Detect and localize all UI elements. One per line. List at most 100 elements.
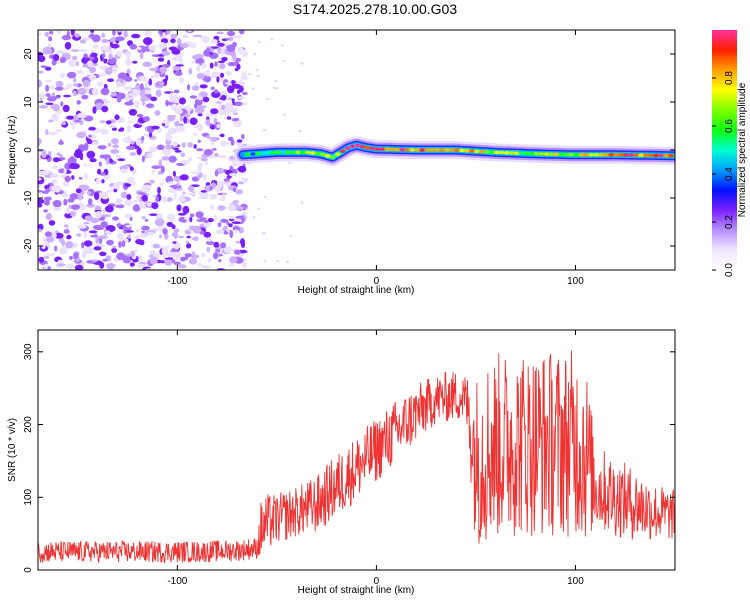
noise-speckle xyxy=(143,116,150,122)
noise-speckle xyxy=(194,82,199,86)
noise-speckle xyxy=(149,256,158,265)
noise-speckle xyxy=(228,36,234,42)
noise-speckle xyxy=(202,78,210,81)
noise-speckle xyxy=(242,91,248,96)
signal-ridge-point xyxy=(399,147,406,152)
noise-speckle xyxy=(38,153,42,157)
noise-speckle xyxy=(115,36,125,42)
noise-speckle xyxy=(183,113,191,118)
noise-speckle xyxy=(45,93,51,97)
signal-ridge-point xyxy=(344,146,351,150)
noise-speckle xyxy=(228,173,237,177)
signal-ridge-point xyxy=(553,152,560,157)
noise-speckle xyxy=(201,35,210,44)
noise-speckle xyxy=(135,228,140,233)
noise-speckle xyxy=(93,246,102,251)
noise-speckle xyxy=(134,100,140,109)
noise-speckle xyxy=(104,230,111,235)
noise-speckle xyxy=(81,203,86,212)
noise-speckle xyxy=(216,31,225,35)
noise-speckle xyxy=(124,230,134,233)
spectrogram-y-label: Frequency (Hz) xyxy=(7,116,18,185)
x-tick-label: 0 xyxy=(374,276,380,287)
noise-speckle xyxy=(217,205,226,211)
noise-speckle xyxy=(111,245,117,248)
noise-speckle xyxy=(116,92,126,100)
noise-speckle xyxy=(276,259,280,263)
noise-speckle xyxy=(172,65,181,71)
noise-speckle xyxy=(52,103,60,112)
noise-speckle xyxy=(110,43,120,49)
noise-speckle xyxy=(106,239,114,246)
noise-speckle xyxy=(235,215,245,219)
noise-speckle xyxy=(83,221,90,225)
noise-speckle xyxy=(216,76,220,83)
noise-speckle xyxy=(197,165,202,173)
noise-speckle xyxy=(98,161,102,167)
noise-speckle xyxy=(47,96,57,102)
noise-speckle xyxy=(205,240,214,245)
noise-speckle xyxy=(300,201,304,204)
noise-speckle xyxy=(92,106,97,114)
noise-speckle xyxy=(243,258,247,262)
noise-speckle xyxy=(102,53,106,58)
noise-speckle xyxy=(174,150,182,153)
signal-ridge-point xyxy=(419,148,426,152)
noise-speckle xyxy=(168,181,173,185)
noise-speckle xyxy=(111,138,119,145)
noise-speckle xyxy=(146,231,155,236)
noise-speckle xyxy=(98,73,106,77)
noise-speckle xyxy=(146,152,153,158)
noise-speckle xyxy=(199,84,208,89)
signal-ridge-point xyxy=(578,153,585,157)
noise-speckle xyxy=(83,115,94,122)
noise-speckle xyxy=(190,61,196,64)
noise-speckle xyxy=(60,101,64,107)
noise-speckle xyxy=(227,215,236,220)
noise-speckle xyxy=(270,38,274,41)
noise-speckle xyxy=(208,154,215,159)
noise-speckle xyxy=(38,93,48,99)
snr-line xyxy=(38,350,675,564)
signal-ridge-point xyxy=(280,150,286,155)
noise-speckle xyxy=(123,226,127,234)
signal-ridge-point xyxy=(240,153,246,157)
noise-speckle xyxy=(62,181,69,187)
noise-speckle xyxy=(129,152,137,156)
x-tick-label: -100 xyxy=(167,276,187,287)
noise-speckle xyxy=(179,174,189,181)
noise-speckle xyxy=(71,55,78,61)
noise-speckle xyxy=(145,80,149,89)
noise-speckle xyxy=(139,75,148,82)
signal-ridge-point xyxy=(633,153,639,157)
noise-speckle xyxy=(184,253,193,258)
noise-speckle xyxy=(136,147,142,156)
noise-speckle xyxy=(81,241,85,249)
noise-speckle xyxy=(229,230,234,239)
noise-speckle xyxy=(196,72,205,80)
noise-speckle xyxy=(56,30,62,34)
noise-speckle xyxy=(145,103,154,108)
noise-speckle xyxy=(266,98,270,101)
noise-speckle xyxy=(76,69,84,74)
noise-speckle xyxy=(192,34,202,38)
noise-speckle xyxy=(38,183,41,188)
noise-speckle xyxy=(91,63,98,67)
noise-speckle xyxy=(176,38,182,45)
noise-speckle xyxy=(219,133,225,138)
noise-speckle xyxy=(65,83,73,89)
colorbar-ticks: 0.0 0.2 0.4 0.6 0.8 xyxy=(712,71,735,277)
noise-speckle xyxy=(150,75,156,78)
noise-speckle xyxy=(177,197,186,203)
noise-speckle xyxy=(141,155,145,163)
noise-speckle xyxy=(263,260,267,263)
noise-speckle xyxy=(80,39,86,44)
noise-speckle xyxy=(211,148,217,151)
noise-speckle xyxy=(241,103,245,106)
noise-speckle xyxy=(212,252,219,260)
signal-ridge-point xyxy=(494,150,500,155)
noise-speckle xyxy=(239,30,245,35)
noise-speckle xyxy=(136,113,144,118)
noise-speckle xyxy=(205,119,211,126)
noise-speckle xyxy=(158,159,163,167)
